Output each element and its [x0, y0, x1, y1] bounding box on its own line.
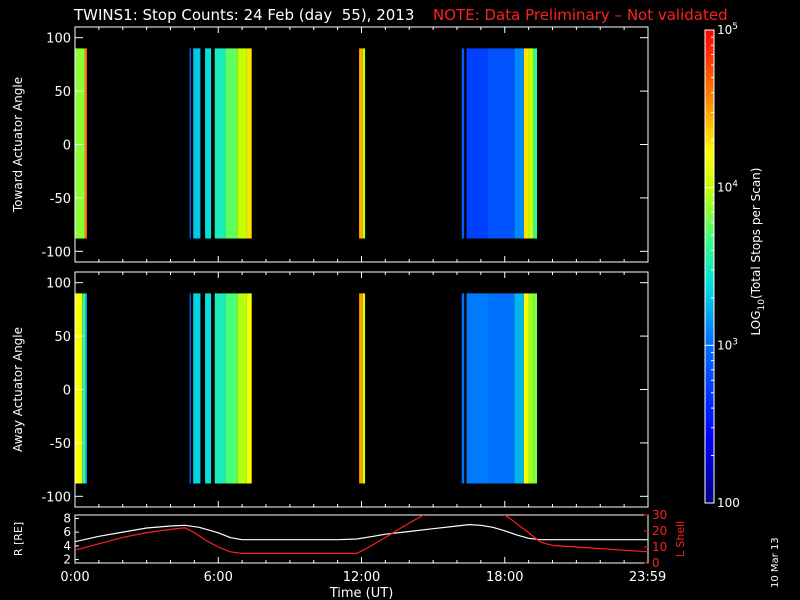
heatmap-column — [214, 293, 226, 484]
time-axis-label: Time (UT) — [329, 586, 394, 600]
r-tick-label: 6 — [63, 525, 71, 539]
heatmap-column — [75, 48, 85, 239]
time-tick-label: 0:00 — [60, 570, 89, 585]
y-tick-label: 50 — [54, 85, 71, 100]
l-shell-tick-label: 20 — [652, 524, 667, 538]
heatmap-column — [523, 293, 529, 484]
heatmap-column — [237, 293, 247, 484]
y-tick-label: -50 — [50, 192, 71, 207]
colorbar-gradient — [705, 30, 714, 503]
heatmap-column — [225, 48, 238, 239]
time-tick-label: 12:00 — [343, 570, 380, 585]
heatmap-column — [359, 48, 363, 239]
l-shell-tick-label: 30 — [652, 508, 667, 522]
heatmap-column — [237, 48, 247, 239]
heatmap-column — [362, 293, 366, 484]
time-tick-label: 18:00 — [486, 570, 523, 585]
orbit-panel-frame — [74, 514, 649, 564]
heatmap-column — [359, 293, 363, 484]
heatmap-column — [205, 48, 212, 239]
colorbar-tick-label: 105 — [717, 22, 738, 37]
r-axis-label: R [RE] — [12, 522, 25, 556]
heatmap-column — [193, 48, 201, 239]
heatmap-column — [246, 293, 252, 484]
heatmap-column — [225, 293, 238, 484]
r-tick-label: 8 — [63, 511, 71, 525]
colorbar-tick-label: 100 — [717, 496, 740, 510]
colorbar-tick-label: 104 — [717, 180, 738, 195]
heatmap-column — [461, 293, 465, 484]
y-tick-label: -100 — [41, 490, 71, 505]
heatmap-column — [75, 293, 83, 484]
heatmap-column — [533, 48, 537, 239]
heatmap-column — [514, 293, 524, 484]
heatmap-column — [214, 48, 226, 239]
time-tick-label: 6:00 — [204, 570, 233, 585]
r-tick-label: 2 — [63, 553, 71, 567]
colorbar-label: LOG10(Total Stops per Scan) — [749, 168, 767, 336]
l-shell-tick-label: 10 — [652, 540, 667, 554]
toward-y-axis-label: Toward Actuator Angle — [11, 77, 25, 213]
colorbar: 100 103 104 105 LOG10(Total Stops per Scan) — [704, 22, 767, 510]
away-y-axis-label: Away Actuator Angle — [11, 327, 25, 452]
y-tick-label: 100 — [46, 32, 71, 47]
heatmap-column — [85, 293, 87, 484]
y-tick-label: -100 — [41, 245, 71, 260]
toward-actuator-heatmap: -100 -50 0 50 100 Toward Actuator Angle — [11, 26, 649, 263]
heatmap-column — [205, 293, 212, 484]
heatmap-column — [189, 48, 191, 239]
chart-title: TWINS1: Stop Counts: 24 Feb (day 55), 20… — [74, 6, 415, 24]
r-tick-label: 4 — [63, 539, 71, 553]
heatmap-column — [84, 48, 87, 239]
l-shell-series-line — [75, 515, 648, 555]
preliminary-note: NOTE: Data Preliminary – Not validated — [433, 6, 728, 24]
heatmap-column — [246, 48, 252, 239]
y-tick-label: -50 — [50, 437, 71, 452]
heatmap-column — [528, 48, 534, 239]
y-tick-label: 0 — [63, 384, 71, 399]
heatmap-column — [82, 293, 86, 484]
l-shell-tick-label: 0 — [652, 556, 660, 570]
colorbar-tick-label: 103 — [717, 337, 738, 352]
heatmap-column — [193, 293, 201, 484]
heatmap-column — [466, 48, 488, 239]
heatmap-column — [461, 48, 465, 239]
y-tick-label: 50 — [54, 330, 71, 345]
heatmap-column — [488, 293, 515, 484]
heatmap-column — [523, 48, 529, 239]
l-shell-axis-label: L Shell — [674, 521, 687, 557]
y-tick-label: 100 — [46, 277, 71, 292]
heatmap-column — [189, 293, 191, 484]
heatmap-column — [528, 293, 534, 484]
heatmap-column — [466, 293, 488, 484]
heatmap-column — [533, 293, 537, 484]
y-tick-label: 0 — [63, 139, 71, 154]
r-series-line — [75, 523, 648, 543]
away-actuator-heatmap: -100 -50 0 50 100 Away Actuator Angle — [11, 271, 649, 508]
time-tick-label: 23:59 — [629, 570, 666, 585]
heatmap-column — [488, 48, 515, 239]
heatmap-column — [514, 48, 524, 239]
heatmap-column — [362, 48, 366, 239]
